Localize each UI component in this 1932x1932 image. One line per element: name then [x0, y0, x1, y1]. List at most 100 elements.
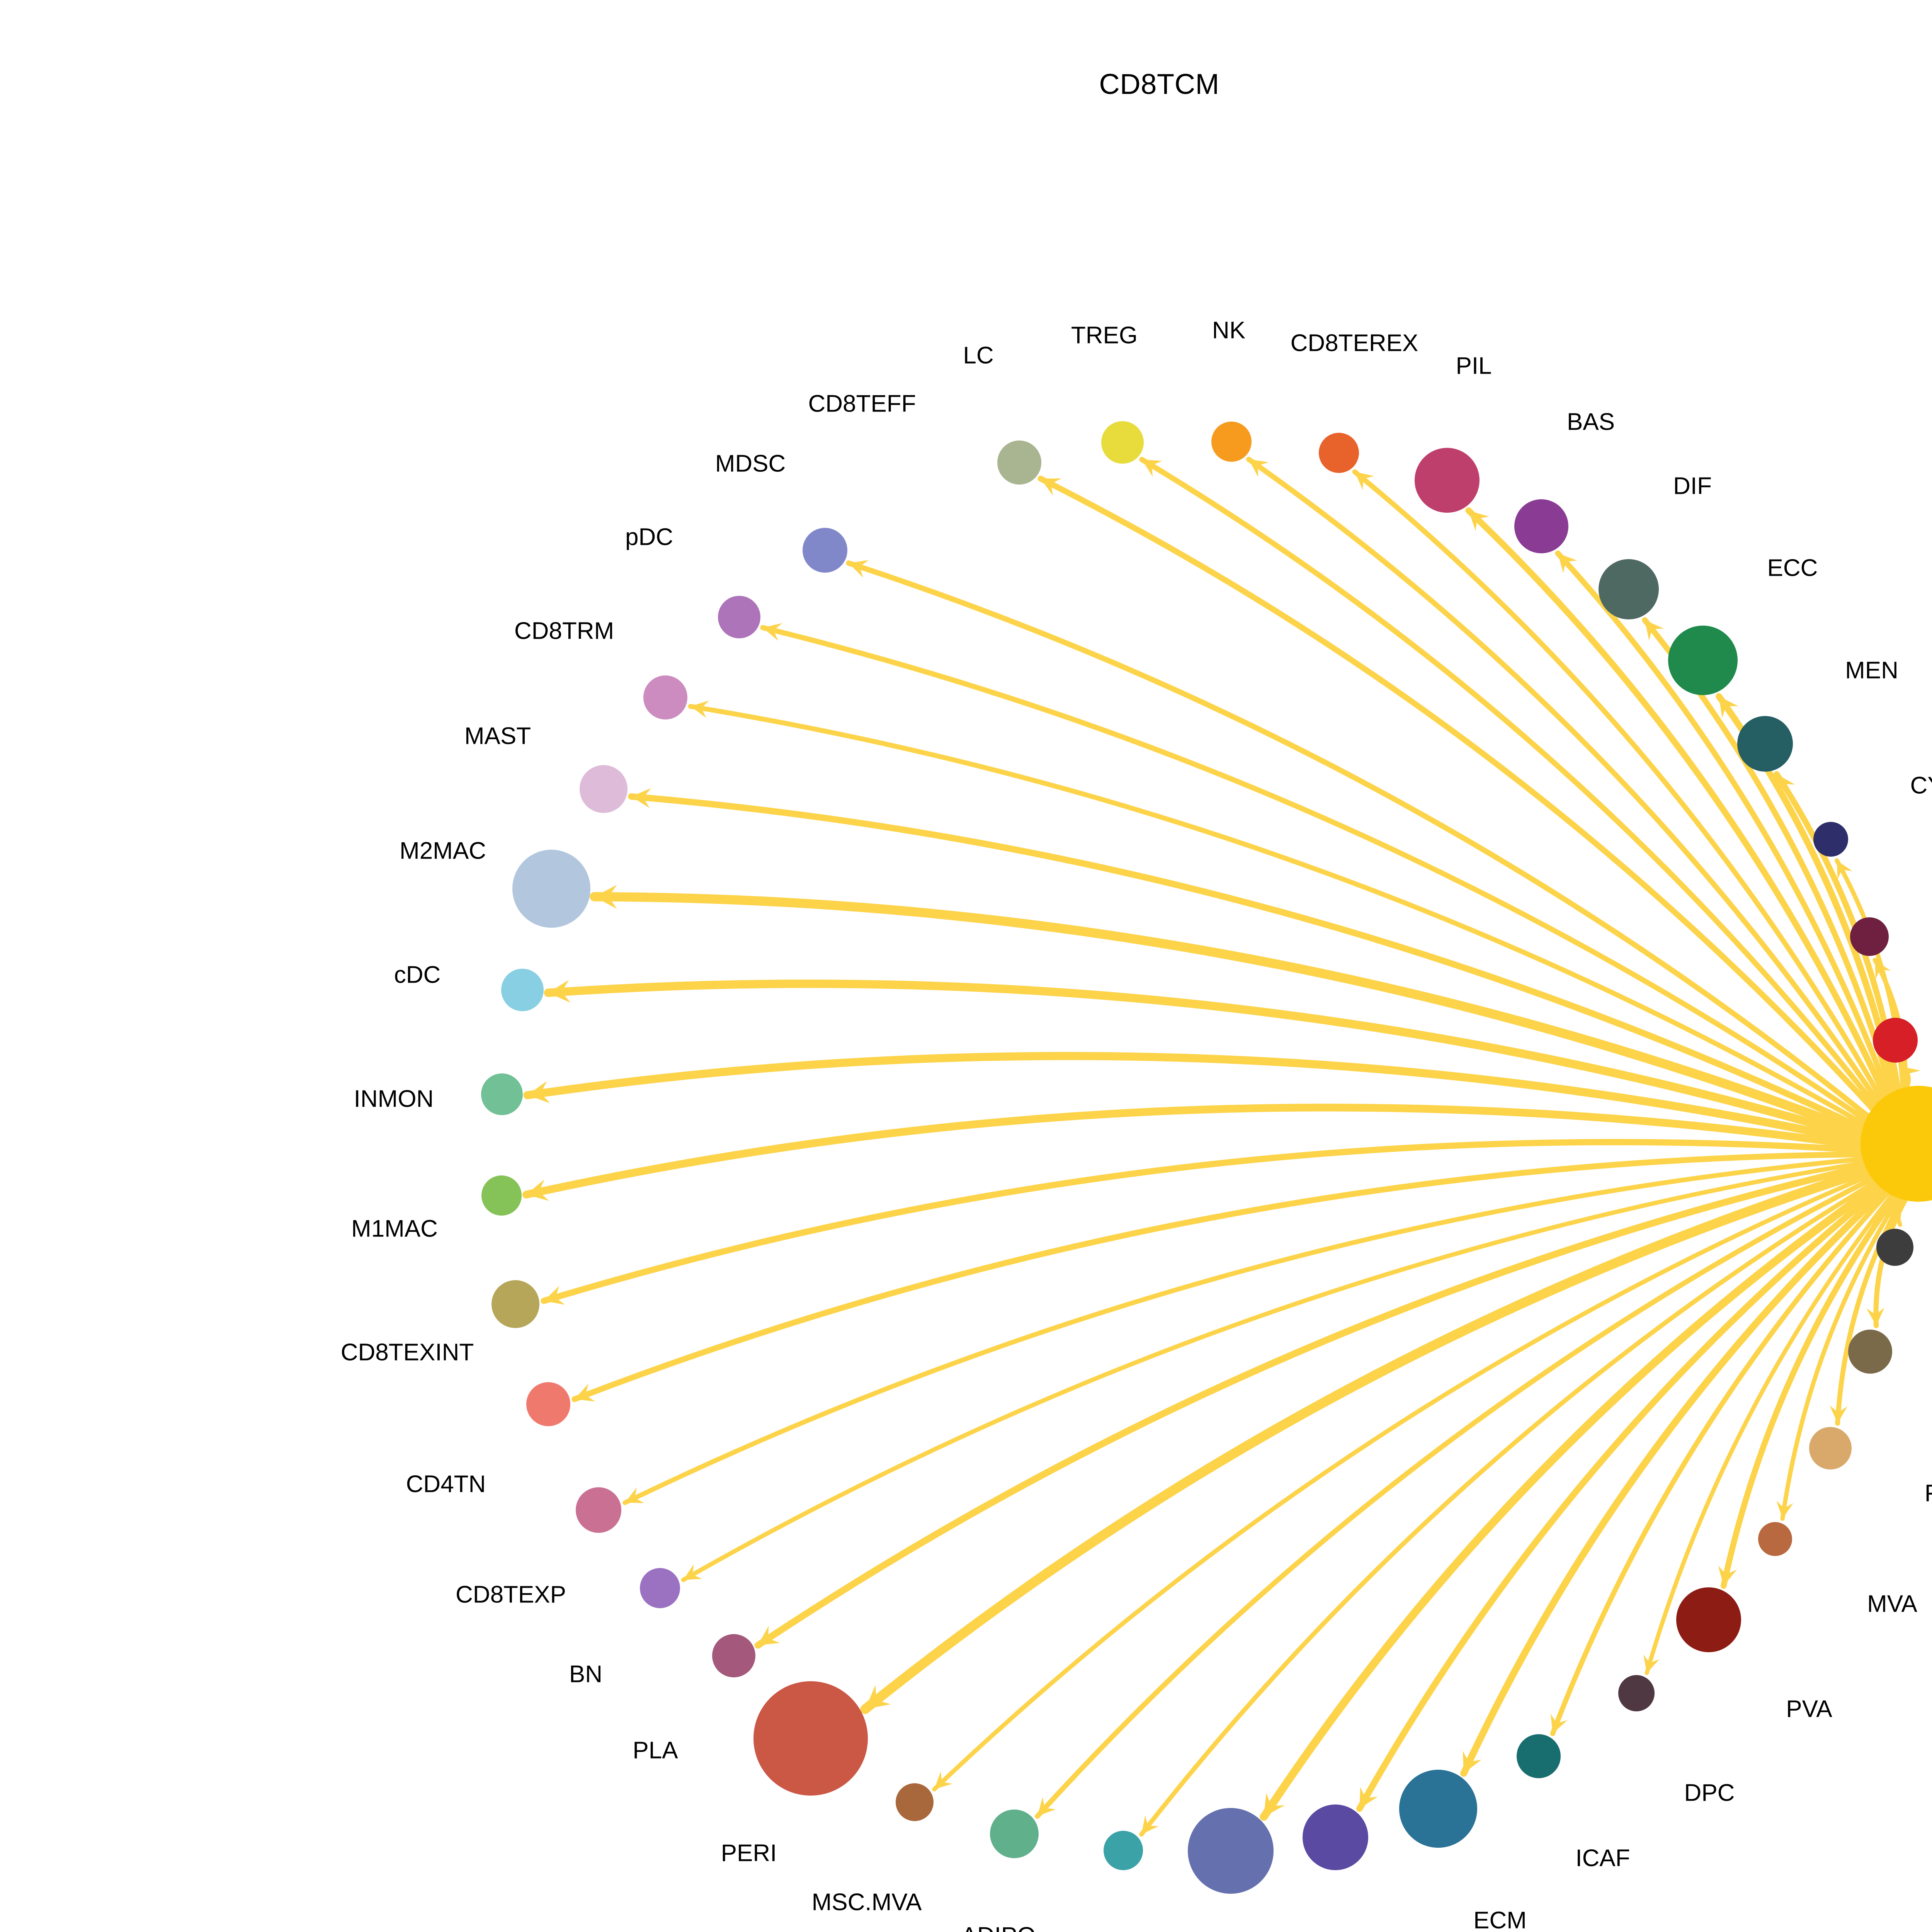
- node-dpc[interactable]: [1618, 1675, 1655, 1711]
- edge-arrowhead: [631, 788, 651, 808]
- node-layer: [481, 421, 1932, 1894]
- edge-arrowhead: [1837, 860, 1853, 879]
- node-cd8terex[interactable]: [1319, 433, 1359, 473]
- edge-arrowhead: [1875, 960, 1891, 980]
- node-dif[interactable]: [1599, 559, 1659, 619]
- edge-cd8terex: [1352, 469, 1885, 1103]
- edge-peri: [860, 1166, 1873, 1714]
- edge-cd4tn: [571, 1151, 1866, 1402]
- edge-arrowhead: [1719, 696, 1738, 718]
- edge-arrowhead: [544, 1286, 565, 1305]
- node-incaf[interactable]: [1303, 1804, 1368, 1870]
- edge-icaf: [1550, 1189, 1891, 1736]
- edge-arrowhead: [865, 1685, 891, 1709]
- edge-arrowhead: [683, 1564, 702, 1580]
- node-stm[interactable]: [1873, 1018, 1918, 1063]
- edge-msc-mva: [932, 1172, 1873, 1792]
- edge-arrowhead: [1264, 1793, 1285, 1817]
- edge-cd8trm: [688, 704, 1867, 1128]
- node-myofib[interactable]: [1188, 1808, 1274, 1894]
- edge-arrowhead: [1141, 1815, 1159, 1835]
- node-msc-pva[interactable]: [1876, 1229, 1913, 1266]
- node-mva[interactable]: [1758, 1522, 1792, 1556]
- edge-arrowhead: [934, 1771, 953, 1789]
- node-pla[interactable]: [712, 1634, 755, 1677]
- edge-ecm: [1460, 1186, 1889, 1777]
- node-pdc[interactable]: [718, 596, 760, 638]
- edge-layer: [522, 456, 1921, 1837]
- node-pva[interactable]: [1676, 1587, 1741, 1652]
- node-ker[interactable]: [1850, 917, 1889, 956]
- edge-nk: [1246, 456, 1881, 1106]
- edge-arrowhead: [1830, 1405, 1848, 1423]
- node-cyc[interactable]: [1813, 822, 1848, 857]
- edge-arrowhead: [1643, 1654, 1660, 1673]
- edge-arrowhead: [1468, 510, 1490, 531]
- edge-mdsc: [846, 560, 1871, 1119]
- edge-inmon: [523, 1052, 1866, 1146]
- node-ecm[interactable]: [1399, 1770, 1477, 1848]
- edge-bas: [1555, 550, 1892, 1098]
- node-m2mac[interactable]: [512, 850, 590, 928]
- node-mdsc[interactable]: [803, 528, 847, 573]
- node-lc[interactable]: [997, 440, 1041, 485]
- edge-m1mac: [522, 1104, 1866, 1199]
- edge-smc: [1139, 1179, 1879, 1837]
- edge-cd8texp: [622, 1156, 1866, 1505]
- edge-myofib: [1260, 1180, 1883, 1821]
- node-lymend[interactable]: [1848, 1330, 1892, 1374]
- edge-pil: [1465, 507, 1889, 1101]
- edge-pdc: [760, 625, 1869, 1123]
- edge-mva: [1780, 1195, 1901, 1521]
- edge-arrowhead: [1463, 1751, 1482, 1774]
- node-msc-mva[interactable]: [896, 1783, 934, 1821]
- node-bn[interactable]: [640, 1568, 680, 1608]
- node-bas[interactable]: [1514, 499, 1568, 553]
- node-smc[interactable]: [1104, 1831, 1143, 1870]
- edge-arrowhead: [1037, 1797, 1056, 1816]
- edge-arrowhead: [1040, 478, 1062, 496]
- node-treg[interactable]: [1101, 421, 1144, 464]
- page-title: CD8TCM: [1099, 68, 1219, 100]
- node-mast[interactable]: [580, 765, 628, 813]
- node-cd8trm[interactable]: [643, 675, 687, 719]
- edge-treg: [1139, 457, 1879, 1109]
- node-cd4tn[interactable]: [526, 1382, 570, 1426]
- node-cdc[interactable]: [501, 969, 544, 1011]
- node-adipo[interactable]: [990, 1810, 1039, 1858]
- edge-dif: [1642, 617, 1895, 1097]
- edge-arrowhead: [594, 884, 617, 909]
- edge-arrowhead: [574, 1383, 595, 1401]
- edge-adipo: [1035, 1175, 1876, 1819]
- edge-arrowhead: [1645, 620, 1664, 641]
- node-cd8texp[interactable]: [576, 1487, 621, 1533]
- edge-arrowhead: [1776, 1500, 1794, 1519]
- edge-pva: [1721, 1192, 1899, 1589]
- node-m1mac[interactable]: [481, 1175, 522, 1216]
- node-icaf[interactable]: [1517, 1734, 1561, 1778]
- node-men[interactable]: [1737, 716, 1793, 772]
- edge-arrowhead: [1866, 1307, 1884, 1326]
- edge-m2mac: [590, 892, 1867, 1138]
- edge-arrowhead: [1550, 1714, 1568, 1734]
- edge-arrowhead: [758, 1626, 780, 1646]
- edge-bn: [681, 1160, 1867, 1582]
- node-cd8texint[interactable]: [492, 1280, 539, 1328]
- node-nk[interactable]: [1211, 422, 1252, 462]
- node-inmon[interactable]: [481, 1073, 523, 1115]
- edge-arrowhead: [1355, 472, 1374, 490]
- edge-cdc: [544, 980, 1866, 1142]
- edge-arrowhead: [1777, 774, 1795, 795]
- edge-arrowhead: [526, 1179, 549, 1201]
- node-pil[interactable]: [1415, 448, 1480, 513]
- edge-arrowhead: [1718, 1565, 1737, 1586]
- node-peri[interactable]: [753, 1681, 868, 1796]
- node-ecc[interactable]: [1668, 626, 1738, 695]
- edge-arrowhead: [1359, 1787, 1378, 1809]
- node-fib[interactable]: [1809, 1427, 1852, 1469]
- edge-arrowhead: [1558, 553, 1577, 573]
- node-cd8tcm-hub[interactable]: [1861, 1086, 1932, 1202]
- edge-arrowhead: [1901, 1066, 1921, 1085]
